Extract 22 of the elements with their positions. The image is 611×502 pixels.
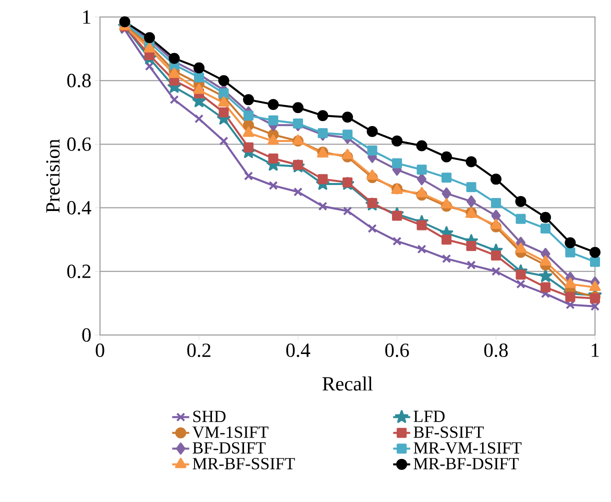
y-tick-label: 0.4 [67,201,92,215]
legend-label: BF-DSIFT [192,442,266,454]
y-tick-label: 1 [83,10,90,24]
y-tick-label: 0.2 [67,264,90,278]
x-tick-label: 1 [592,344,599,357]
legend-label: MR-VM-1SIFT [414,442,522,454]
legend-label: SHD [193,410,226,422]
x-tick-label: 0.8 [484,344,508,358]
x-tick-label: 0 [96,344,104,358]
legend-label: MR-BF-DSIFT [414,458,519,470]
x-axis-title: Recall [322,376,373,391]
legend-label: BF-SSIFT [414,426,484,438]
y-tick-label: 0.8 [67,74,91,88]
y-axis-title: Precision [46,139,60,213]
legend-label: LFD [414,410,445,422]
legend-label: MR-BF-SSIFT [192,458,295,470]
legend-label: VM-1SIFT [192,426,268,438]
x-tick-label: 0.4 [286,344,310,358]
y-tick-label: 0.6 [67,137,91,151]
x-tick-label: 0.6 [385,344,409,358]
x-tick-label: 0.2 [187,344,210,358]
y-tick-label: 0 [82,328,91,342]
